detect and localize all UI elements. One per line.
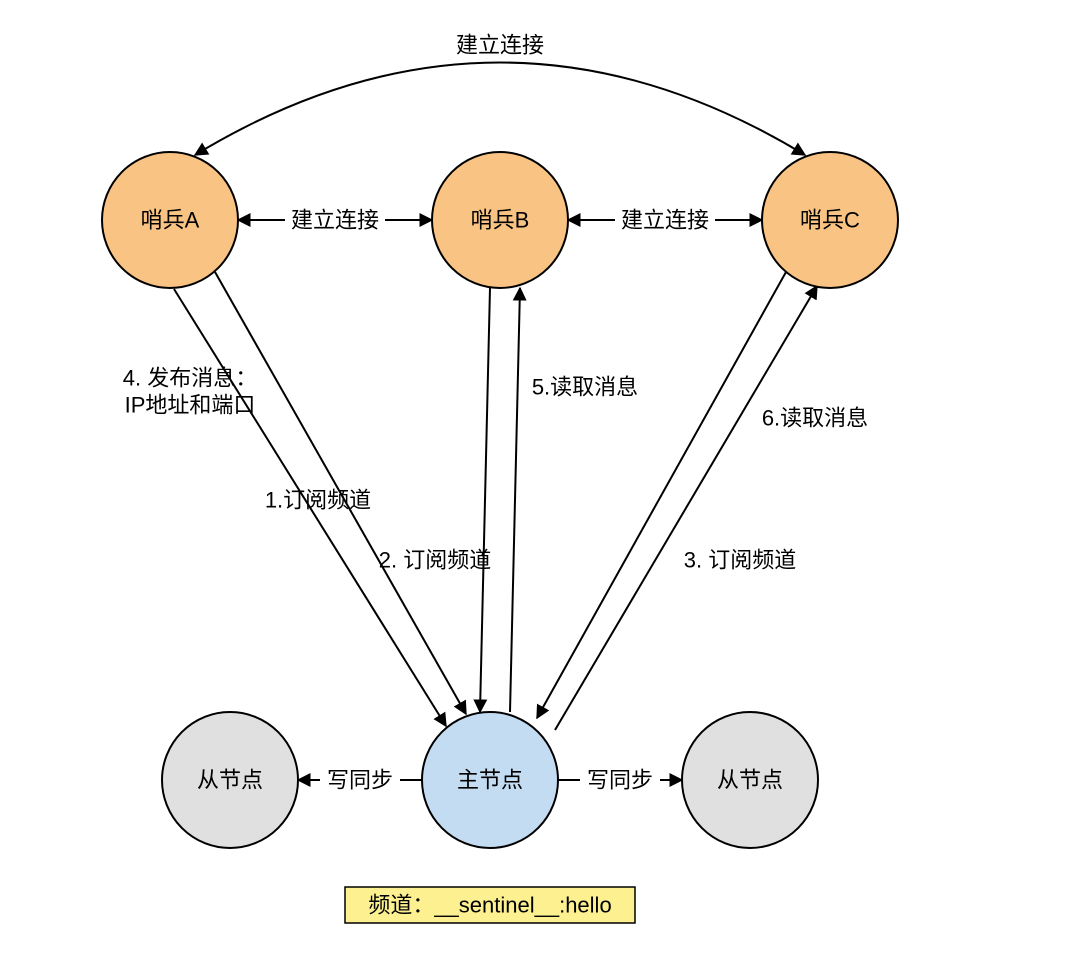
node-sentinel-a: 哨兵A bbox=[102, 152, 238, 288]
edge-a-master-pub-label1: 4. 发布消息： bbox=[123, 366, 257, 391]
edge-b-master-sub bbox=[480, 288, 490, 712]
edge-c-master-sub bbox=[537, 272, 786, 718]
node-slave-left: 从节点 bbox=[162, 712, 298, 848]
edge-top-arc-label: 建立连接 bbox=[456, 33, 544, 58]
svg-text:哨兵B: 哨兵B bbox=[471, 208, 530, 233]
edge-master-b-read bbox=[510, 288, 520, 712]
edge-c-master-sub-label: 3. 订阅频道 bbox=[684, 548, 796, 573]
edge-master-slaveL-label: 写同步 bbox=[327, 768, 393, 793]
svg-text:频道：__sentinel__:hello: 频道：__sentinel__:hello bbox=[368, 893, 611, 918]
node-sentinel-c: 哨兵C bbox=[762, 152, 898, 288]
svg-text:主节点: 主节点 bbox=[457, 768, 523, 793]
channel-box: 频道：__sentinel__:hello bbox=[345, 887, 635, 923]
node-master: 主节点 bbox=[422, 712, 558, 848]
edge-master-c-read bbox=[555, 286, 817, 730]
svg-text:从节点: 从节点 bbox=[717, 768, 783, 793]
edge-bc-label: 建立连接 bbox=[621, 208, 709, 233]
svg-text:从节点: 从节点 bbox=[197, 768, 263, 793]
node-slave-right: 从节点 bbox=[682, 712, 818, 848]
edge-ab-label: 建立连接 bbox=[291, 208, 379, 233]
edge-top-arc bbox=[195, 63, 805, 156]
diagram-canvas: 建立连接 建立连接 建立连接 4. 发布消息： IP地址和端口 1.订阅频道 5… bbox=[0, 0, 1080, 964]
edge-master-b-read-label: 5.读取消息 bbox=[532, 375, 638, 400]
edge-a-master-pub-label2: IP地址和端口 bbox=[125, 393, 256, 418]
svg-text:哨兵A: 哨兵A bbox=[141, 208, 200, 233]
edge-b-master-sub-label: 2. 订阅频道 bbox=[379, 548, 491, 573]
edge-master-c-read-label: 6.读取消息 bbox=[762, 406, 868, 431]
edge-a-master-sub-label: 1.订阅频道 bbox=[265, 488, 371, 513]
node-sentinel-b: 哨兵B bbox=[432, 152, 568, 288]
svg-text:哨兵C: 哨兵C bbox=[800, 208, 860, 233]
edge-master-slaveR-label: 写同步 bbox=[587, 768, 653, 793]
